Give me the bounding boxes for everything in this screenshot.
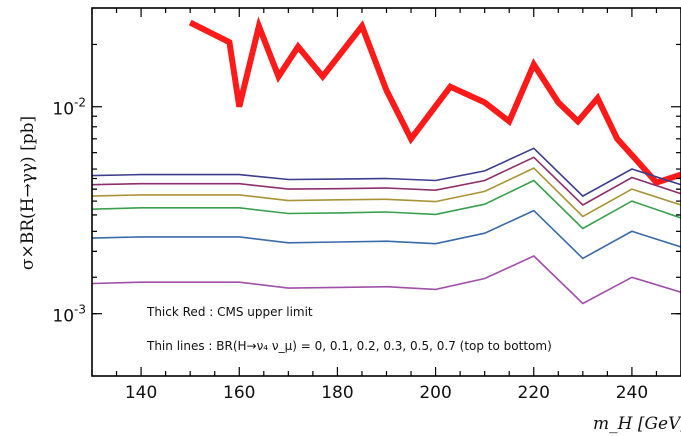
- series-line-5: [92, 209, 681, 260]
- x-tick-label: 160: [223, 383, 255, 403]
- series-line-6: [92, 255, 681, 305]
- series-layer: [92, 16, 681, 305]
- series-line-4: [92, 179, 681, 230]
- series-line-3: [92, 167, 681, 218]
- y-tick-label: 10-3: [52, 303, 86, 327]
- series-line-2: [92, 156, 681, 206]
- tick-layer: 140 160 180 200 220 240 10-3 10-2: [52, 8, 681, 403]
- y-axis-title: σ×BR(H→γγ) [pb]: [18, 116, 38, 270]
- x-tick-label: 240: [616, 383, 648, 403]
- annotation-thin-lines: Thin lines : BR(H→ν₄ ν_μ) = 0, 0.1, 0.2,…: [146, 339, 552, 353]
- annotation-thick-red: Thick Red : CMS upper limit: [146, 305, 313, 319]
- x-tick-label: 140: [125, 383, 157, 403]
- series-line-1: [92, 147, 681, 198]
- x-tick-label: 220: [518, 383, 550, 403]
- x-axis-title: m_H [GeV]: [593, 414, 681, 434]
- plot-frame: [91, 7, 681, 377]
- series-line-cms-limit: [188, 16, 681, 187]
- x-tick-label: 200: [419, 383, 451, 403]
- y-tick-label: 10-2: [52, 96, 86, 120]
- x-tick-label: 180: [321, 383, 353, 403]
